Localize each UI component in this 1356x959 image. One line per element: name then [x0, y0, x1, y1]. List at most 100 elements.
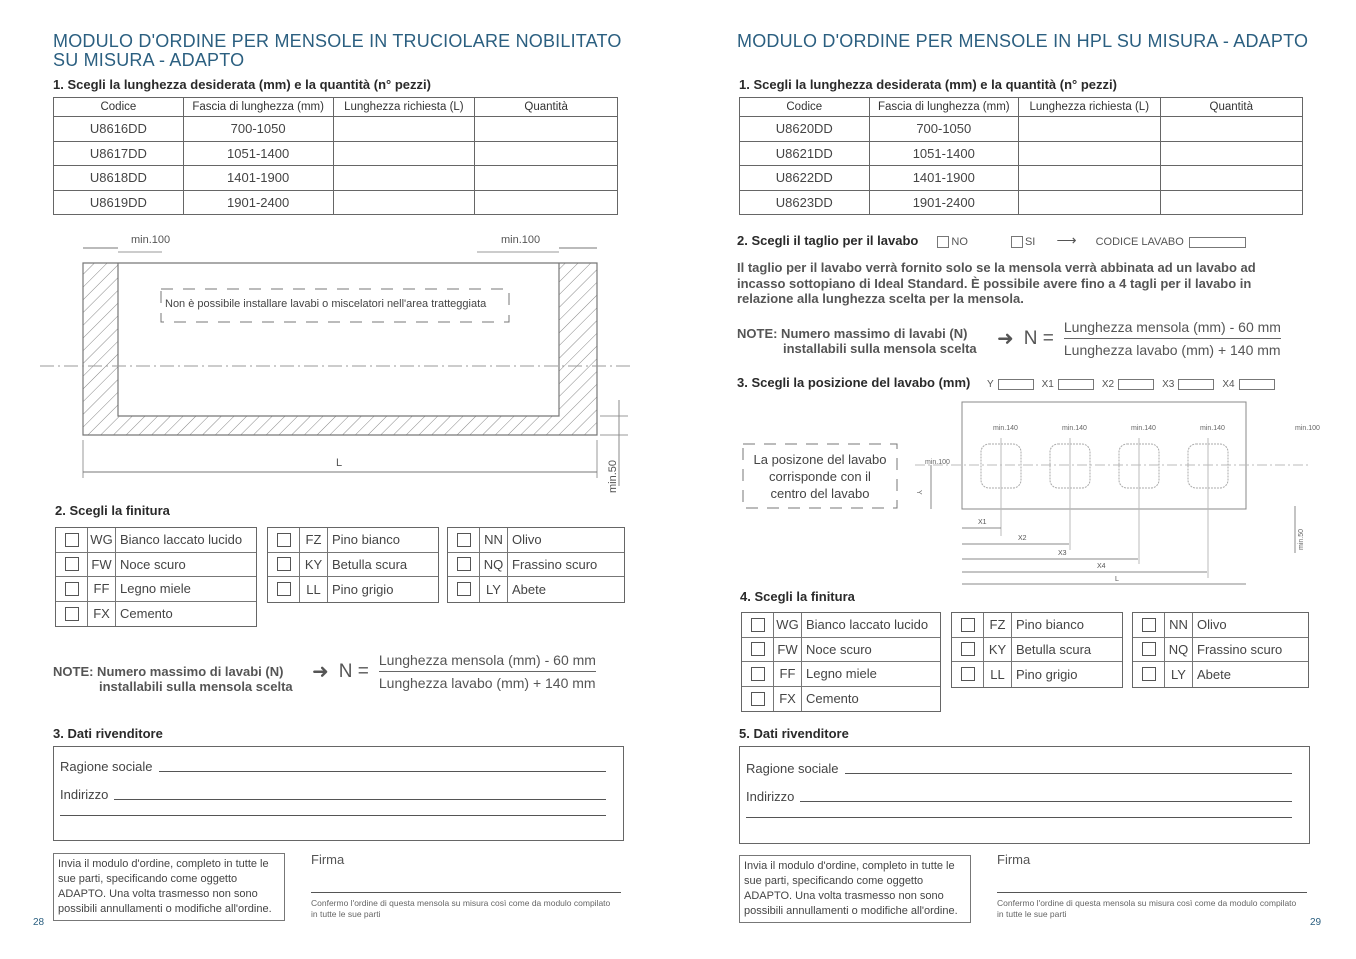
finish-option[interactable]: LL Pino grigio	[952, 662, 1122, 687]
quantity-input[interactable]	[474, 116, 618, 142]
finish-option[interactable]: FW Noce scuro	[742, 637, 940, 662]
checkbox-icon[interactable]	[64, 532, 79, 547]
si-checkbox[interactable]	[1010, 236, 1023, 249]
indirizzo-field[interactable]: Indirizzo	[746, 789, 1292, 804]
signature-line[interactable]	[997, 892, 1307, 893]
finish-option[interactable]: NN Olivo	[448, 528, 624, 553]
signature-line[interactable]	[311, 892, 621, 893]
finish-option[interactable]: NQ Frassino scuro	[448, 552, 624, 577]
checkbox-icon[interactable]	[276, 532, 291, 547]
finish-option[interactable]: FX Cemento	[742, 686, 940, 711]
finish-option[interactable]: KY Betulla scura	[268, 552, 438, 577]
requested-length-input[interactable]	[1018, 116, 1161, 142]
checkbox-icon[interactable]	[456, 582, 471, 597]
checkbox-icon[interactable]	[1141, 642, 1156, 657]
finish-option[interactable]: FW Noce scuro	[56, 552, 256, 577]
finish-checkbox[interactable]	[268, 528, 300, 552]
finish-option[interactable]: FZ Pino bianco	[268, 528, 438, 553]
finish-checkbox[interactable]	[742, 686, 774, 711]
checkbox-icon[interactable]	[456, 557, 471, 572]
finish-checkbox[interactable]	[1133, 613, 1165, 637]
finish-checkbox[interactable]	[268, 577, 300, 602]
finish-checkbox[interactable]	[268, 552, 300, 576]
requested-length-input[interactable]	[332, 140, 476, 166]
finish-checkbox[interactable]	[56, 601, 88, 626]
requested-length-input[interactable]	[1018, 189, 1161, 215]
finish-option[interactable]: LY Abete	[448, 577, 624, 602]
checkbox-icon[interactable]	[1141, 667, 1156, 682]
indirizzo-field-line2[interactable]	[746, 817, 1292, 820]
checkbox-icon[interactable]	[960, 617, 975, 632]
finish-option[interactable]: NQ Frassino scuro	[1133, 637, 1308, 662]
finish-checkbox[interactable]	[952, 662, 984, 687]
quantity-input[interactable]	[1159, 165, 1304, 191]
finish-name: Frassino scuro	[1197, 641, 1283, 657]
finish-option[interactable]: KY Betulla scura	[952, 637, 1122, 662]
checkbox-icon[interactable]	[456, 532, 471, 547]
finish-option[interactable]: FF Legno miele	[742, 662, 940, 687]
finish-checkbox[interactable]	[1133, 662, 1165, 687]
finish-option[interactable]: FF Legno miele	[56, 577, 256, 602]
finish-checkbox[interactable]	[1133, 637, 1165, 661]
finish-option[interactable]: FX Cemento	[56, 601, 256, 626]
requested-length-input[interactable]	[332, 189, 476, 215]
codice-lavabo-input[interactable]	[1188, 236, 1246, 248]
checkbox-icon[interactable]	[750, 642, 765, 657]
finish-group: WG Bianco laccato lucido FW Noce scuro FF Leg…	[55, 527, 257, 627]
quantity-input[interactable]	[474, 189, 618, 215]
finish-checkbox[interactable]	[742, 637, 774, 661]
requested-length-input[interactable]	[1018, 140, 1161, 166]
checkbox-icon[interactable]	[750, 691, 765, 706]
finish-checkbox[interactable]	[952, 613, 984, 637]
quantity-input[interactable]	[474, 165, 618, 191]
finish-option[interactable]: FZ Pino bianco	[952, 613, 1122, 638]
finish-checkbox[interactable]	[742, 662, 774, 686]
checkbox-icon[interactable]	[960, 667, 975, 682]
finish-checkbox[interactable]	[448, 528, 480, 552]
indirizzo-field[interactable]: Indirizzo	[60, 787, 606, 802]
quantity-input[interactable]	[474, 140, 618, 166]
finish-option[interactable]: LY Abete	[1133, 662, 1308, 687]
requested-length-input[interactable]	[332, 165, 476, 191]
checkbox-icon[interactable]	[64, 606, 79, 621]
position-input[interactable]	[1057, 378, 1094, 390]
position-input[interactable]	[997, 378, 1034, 390]
finish-checkbox[interactable]	[742, 613, 774, 637]
checkbox-icon[interactable]	[64, 581, 79, 596]
requested-length-input[interactable]	[1018, 165, 1161, 191]
finish-option[interactable]: WG Bianco laccato lucido	[742, 613, 940, 638]
finish-checkbox[interactable]	[952, 637, 984, 661]
checkbox-icon[interactable]	[750, 617, 765, 632]
ragione-sociale-field[interactable]: Ragione sociale	[60, 759, 606, 774]
requested-length-input[interactable]	[332, 116, 476, 142]
checkbox-icon[interactable]	[276, 557, 291, 572]
checkbox-icon[interactable]	[64, 557, 79, 572]
finish-option[interactable]: WG Bianco laccato lucido	[56, 528, 256, 553]
finish-option[interactable]: NN Olivo	[1133, 613, 1308, 638]
quantity-input[interactable]	[1159, 189, 1304, 215]
callout-box	[742, 443, 898, 509]
checkbox-icon[interactable]	[960, 642, 975, 657]
position-input[interactable]	[1178, 378, 1215, 390]
finish-checkbox[interactable]	[448, 577, 480, 602]
no-checkbox[interactable]	[937, 236, 950, 249]
finish-checkbox[interactable]	[56, 528, 88, 552]
checkbox-icon[interactable]	[1141, 617, 1156, 632]
position-input[interactable]	[1118, 378, 1155, 390]
position-inputs: Y X1 X2 X3 X4	[987, 378, 1283, 390]
quantity-input[interactable]	[1159, 116, 1304, 142]
finish-checkbox[interactable]	[448, 552, 480, 576]
finish-checkbox[interactable]	[56, 577, 88, 601]
ragione-sociale-field[interactable]: Ragione sociale	[746, 761, 1292, 776]
position-label: X1	[1041, 379, 1054, 390]
codice-lavabo-label: CODICE LAVABO	[1095, 236, 1184, 248]
finish-checkbox[interactable]	[56, 552, 88, 576]
finish-option[interactable]: LL Pino grigio	[268, 577, 438, 602]
checkbox-icon[interactable]	[750, 666, 765, 681]
length-label: L	[336, 457, 342, 469]
dimension-label: min.140	[1131, 425, 1156, 432]
position-input[interactable]	[1238, 378, 1275, 390]
checkbox-icon[interactable]	[276, 582, 291, 597]
indirizzo-field-line2[interactable]	[60, 815, 606, 818]
quantity-input[interactable]	[1159, 140, 1304, 166]
